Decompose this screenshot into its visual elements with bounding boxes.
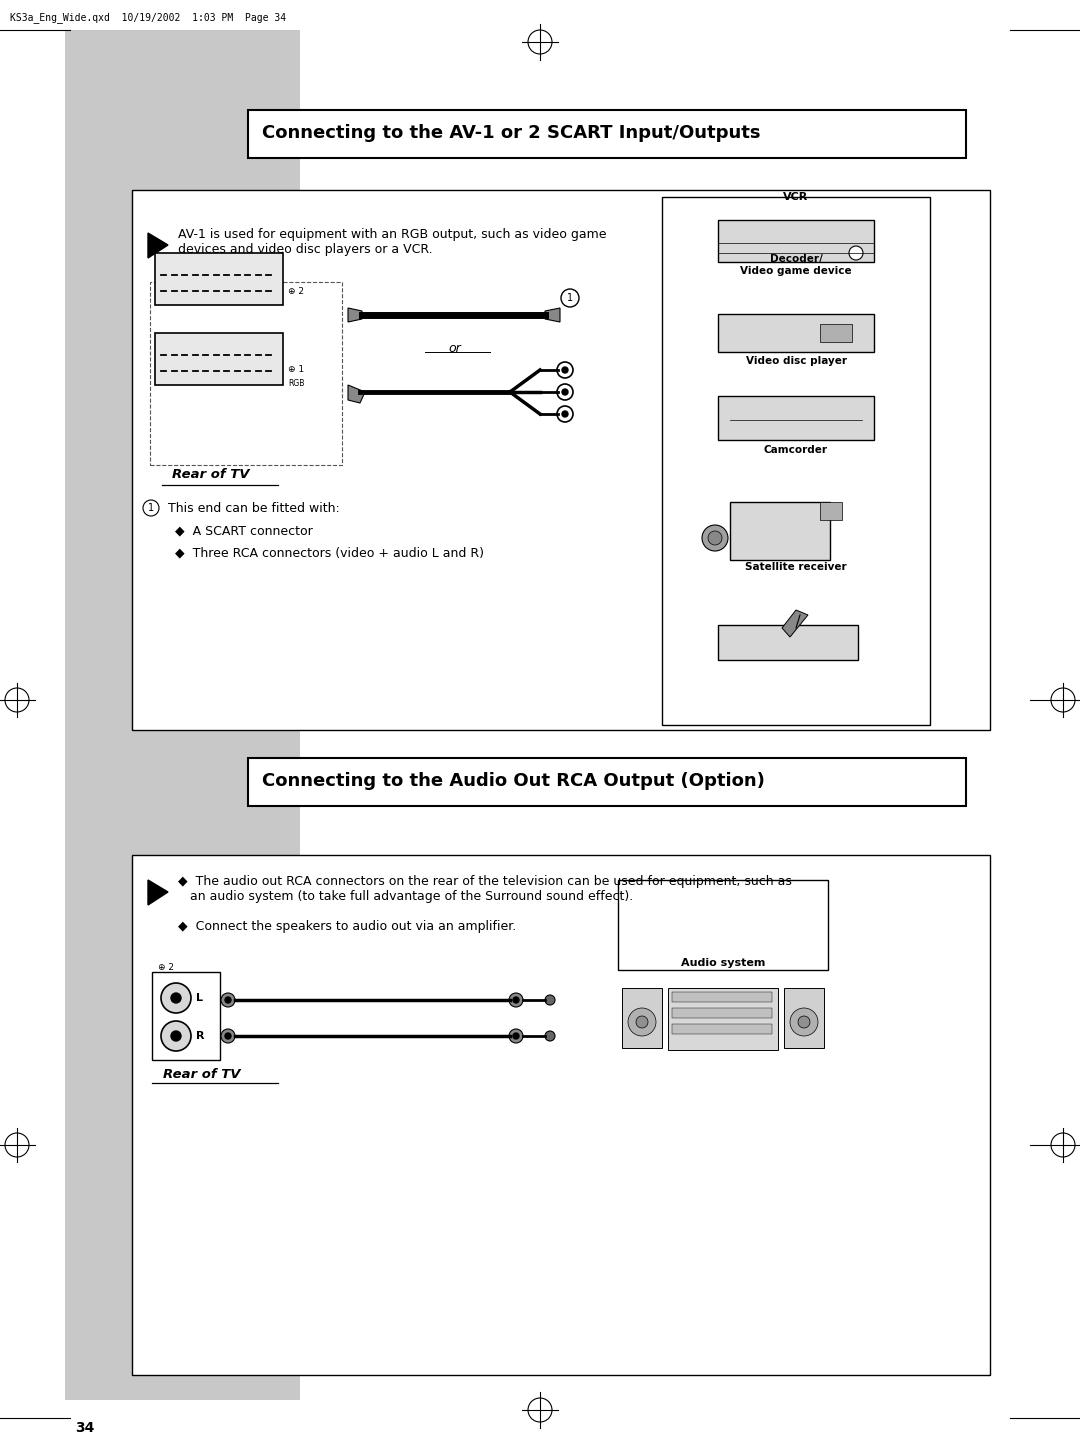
Polygon shape — [148, 880, 168, 904]
Circle shape — [509, 1029, 523, 1043]
Bar — [820, 324, 852, 341]
Circle shape — [509, 993, 523, 1007]
Circle shape — [225, 997, 231, 1003]
Bar — [150, 282, 342, 464]
Bar — [248, 758, 966, 806]
Circle shape — [561, 289, 579, 307]
Text: ⊕ 1: ⊕ 1 — [288, 366, 305, 375]
Text: L: L — [195, 993, 203, 1003]
Circle shape — [562, 389, 568, 395]
Circle shape — [636, 1016, 648, 1027]
Text: ⊕ 2: ⊕ 2 — [158, 964, 174, 972]
Bar — [248, 110, 966, 158]
Circle shape — [557, 362, 573, 378]
Circle shape — [221, 993, 235, 1007]
Polygon shape — [148, 233, 168, 258]
Circle shape — [557, 407, 573, 423]
Text: Rear of TV: Rear of TV — [163, 1068, 241, 1081]
Circle shape — [171, 1032, 181, 1040]
Bar — [669, 988, 778, 1051]
Text: Video disc player: Video disc player — [745, 356, 847, 366]
Text: ⊕ 2: ⊕ 2 — [288, 288, 303, 297]
Text: or: or — [448, 341, 461, 355]
Bar — [784, 988, 824, 1048]
Text: Audio system: Audio system — [680, 958, 766, 968]
Circle shape — [545, 996, 555, 1006]
Text: ◆  The audio out RCA connectors on the rear of the television can be used for eq: ◆ The audio out RCA connectors on the re… — [178, 875, 792, 903]
Polygon shape — [545, 308, 561, 323]
Text: ◆  Connect the speakers to audio out via an amplifier.: ◆ Connect the speakers to audio out via … — [178, 920, 516, 933]
Bar — [156, 333, 283, 385]
Bar — [672, 1009, 772, 1019]
Polygon shape — [348, 308, 362, 323]
Bar — [672, 993, 772, 1001]
Circle shape — [171, 993, 181, 1003]
Bar — [718, 314, 874, 352]
Bar — [618, 880, 828, 969]
Bar — [152, 972, 220, 1061]
Circle shape — [627, 1009, 656, 1036]
Text: KS3a_Eng_Wide.qxd  10/19/2002  1:03 PM  Page 34: KS3a_Eng_Wide.qxd 10/19/2002 1:03 PM Pag… — [10, 12, 286, 23]
Circle shape — [513, 997, 519, 1003]
Circle shape — [562, 411, 568, 417]
Circle shape — [562, 368, 568, 373]
Bar — [820, 502, 842, 519]
Circle shape — [789, 1009, 818, 1036]
Bar — [132, 190, 990, 729]
Text: 1: 1 — [148, 504, 154, 514]
Text: 34: 34 — [75, 1421, 94, 1435]
Circle shape — [702, 525, 728, 551]
Bar — [65, 30, 300, 1401]
Polygon shape — [782, 611, 808, 637]
Text: RGB: RGB — [288, 379, 305, 388]
Text: Connecting to the Audio Out RCA Output (Option): Connecting to the Audio Out RCA Output (… — [262, 773, 765, 790]
Circle shape — [557, 383, 573, 399]
Text: VCR: VCR — [783, 192, 809, 203]
Bar — [718, 625, 858, 660]
Circle shape — [849, 246, 863, 260]
Bar — [718, 396, 874, 440]
Bar — [718, 220, 874, 262]
Polygon shape — [348, 385, 365, 404]
Circle shape — [221, 1029, 235, 1043]
Bar — [156, 253, 283, 305]
Text: Connecting to the AV-1 or 2 SCART Input/Outputs: Connecting to the AV-1 or 2 SCART Input/… — [262, 124, 760, 142]
Text: R: R — [195, 1032, 204, 1040]
Text: Rear of TV: Rear of TV — [172, 467, 249, 480]
Text: Camcorder: Camcorder — [764, 446, 828, 454]
Bar — [622, 988, 662, 1048]
Text: ◆  Three RCA connectors (video + audio L and R): ◆ Three RCA connectors (video + audio L … — [175, 546, 484, 559]
Circle shape — [161, 983, 191, 1013]
Bar — [132, 855, 990, 1375]
Circle shape — [708, 531, 723, 546]
Circle shape — [143, 501, 159, 517]
Circle shape — [798, 1016, 810, 1027]
Text: Decoder/
Video game device: Decoder/ Video game device — [740, 255, 852, 276]
Text: ◆  A SCART connector: ◆ A SCART connector — [175, 524, 313, 537]
Bar — [662, 197, 930, 725]
Circle shape — [513, 1033, 519, 1039]
Text: AV-1 is used for equipment with an RGB output, such as video game
devices and vi: AV-1 is used for equipment with an RGB o… — [178, 229, 607, 256]
Circle shape — [545, 1032, 555, 1040]
Text: 1: 1 — [567, 292, 573, 302]
Circle shape — [225, 1033, 231, 1039]
Bar — [730, 502, 831, 560]
Text: This end can be fitted with:: This end can be fitted with: — [168, 502, 340, 515]
Circle shape — [161, 1022, 191, 1051]
Text: Satellite receiver: Satellite receiver — [745, 561, 847, 572]
Bar — [672, 1024, 772, 1035]
